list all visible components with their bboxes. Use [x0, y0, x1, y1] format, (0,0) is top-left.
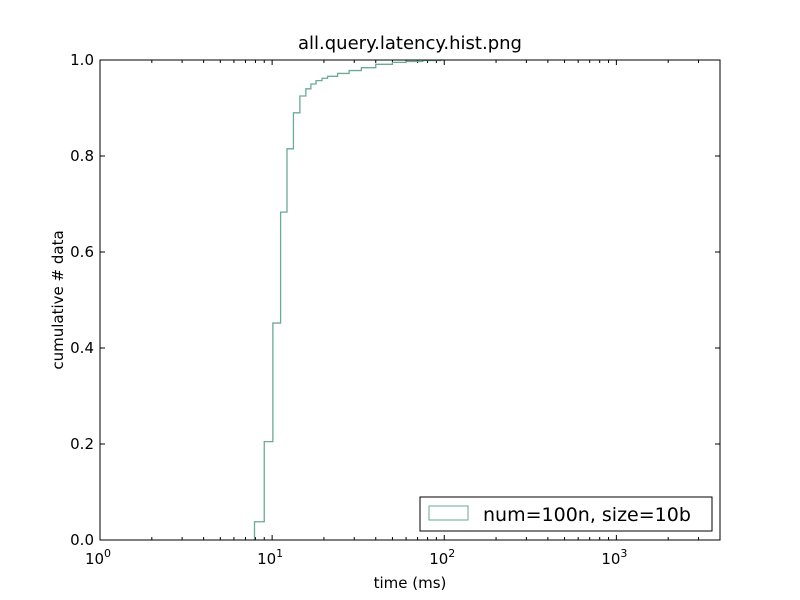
- chart-title: all.query.latency.hist.png: [298, 33, 522, 54]
- legend-swatch: [428, 505, 469, 521]
- x-axis-label: time (ms): [374, 574, 447, 592]
- x-tick-label-exponent: 3: [620, 547, 627, 560]
- x-tick-label: 102: [429, 547, 455, 568]
- x-tick-label-base: 10: [257, 550, 276, 568]
- y-tick-label: 0.4: [70, 339, 94, 357]
- x-tick-label-base: 10: [601, 550, 620, 568]
- x-axis-ticks: 100 101 102 103: [85, 60, 721, 568]
- x-tick-label-exponent: 1: [276, 547, 283, 560]
- y-axis-label: cumulative # data: [49, 230, 67, 369]
- series-lines: [253, 59, 445, 540]
- series-line: [253, 59, 445, 540]
- x-tick-label-exponent: 2: [448, 547, 455, 560]
- y-tick-label: 0.2: [70, 435, 94, 453]
- x-tick-label-base: 10: [429, 550, 448, 568]
- plot-area-frame: [99, 59, 721, 541]
- x-tick-label: 100: [85, 547, 111, 568]
- x-tick-label-exponent: 0: [104, 547, 111, 560]
- x-tick-label: 103: [601, 547, 627, 568]
- legend: num=100n, size=10b: [419, 496, 713, 532]
- y-tick-label: 1.0: [70, 51, 94, 69]
- legend-label: num=100n, size=10b: [483, 504, 691, 526]
- x-tick-label: 101: [257, 547, 283, 568]
- y-tick-label: 0.0: [70, 531, 94, 549]
- legend-box: [419, 496, 713, 532]
- y-tick-label: 0.8: [70, 147, 94, 165]
- y-tick-label: 0.6: [70, 243, 94, 261]
- x-tick-label-base: 10: [85, 550, 104, 568]
